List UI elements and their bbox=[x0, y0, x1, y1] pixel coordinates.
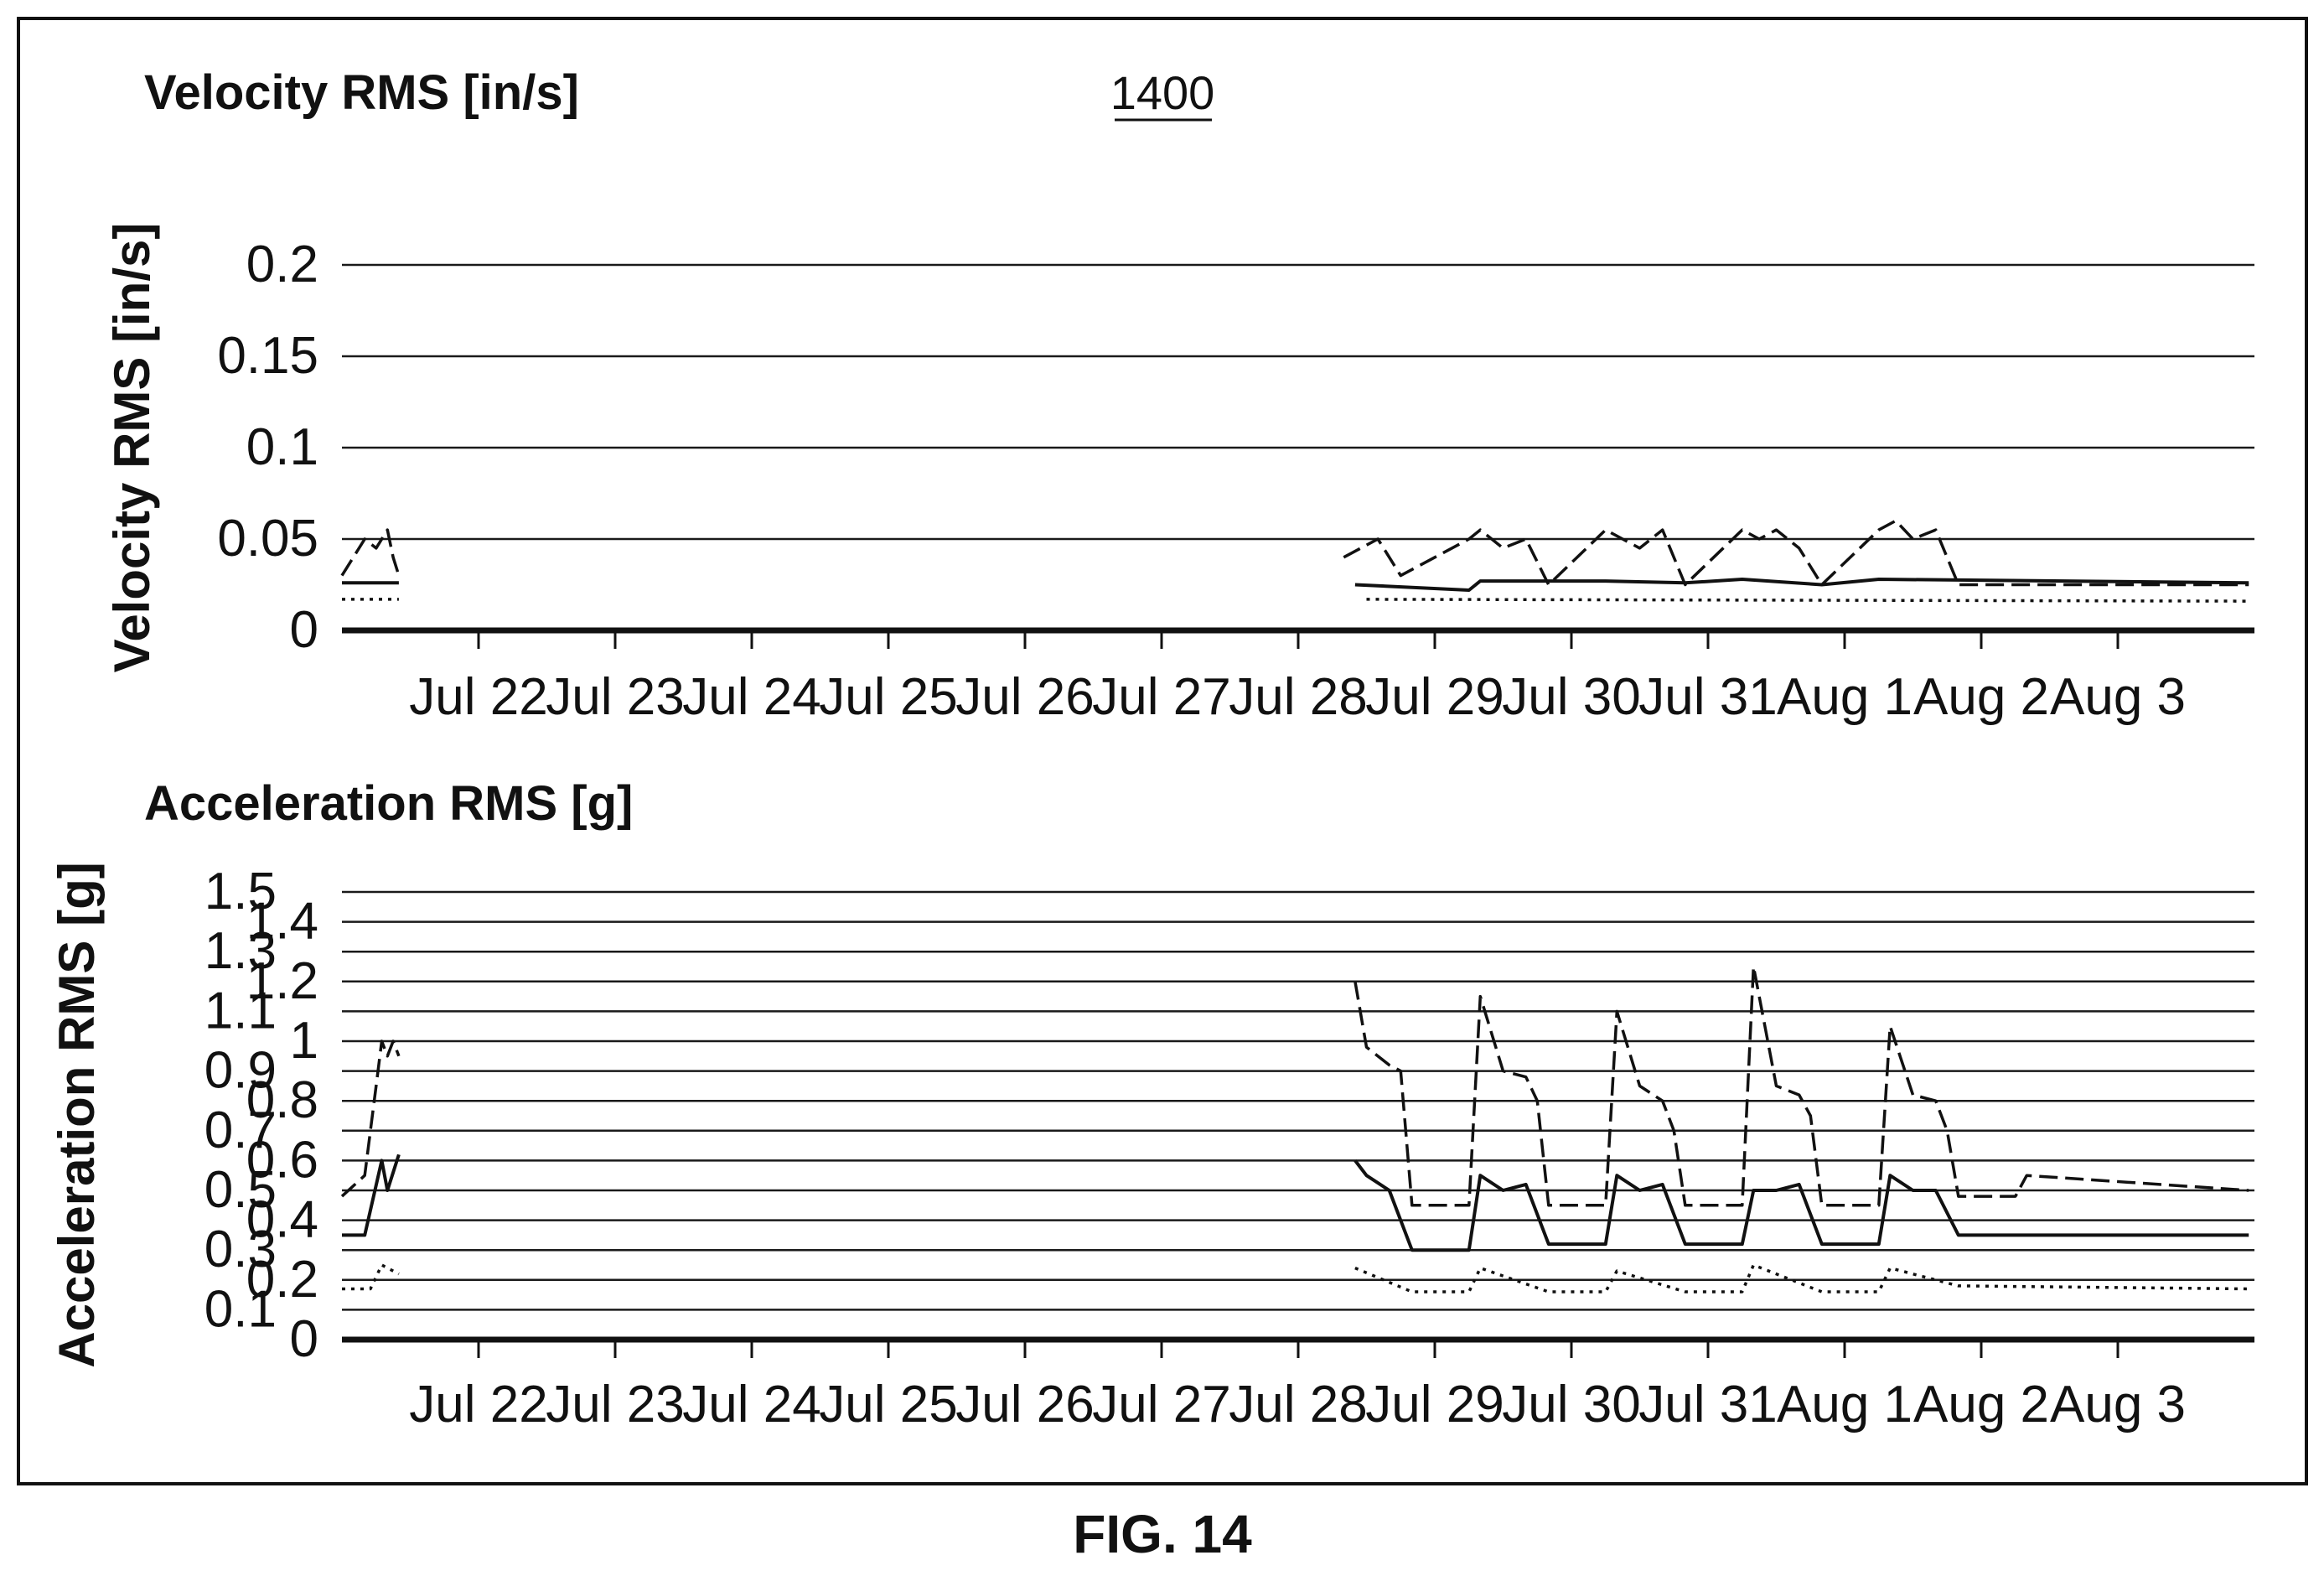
y-tick-label: 0 bbox=[290, 601, 318, 659]
y-axis-label: Velocity RMS [in/s] bbox=[104, 223, 160, 673]
y-tick-label: 0.05 bbox=[217, 510, 318, 568]
x-tick-label: Jul 26 bbox=[955, 668, 1094, 726]
x-tick-label: Jul 31 bbox=[1638, 668, 1777, 726]
x-tick-label: Jul 31 bbox=[1638, 1376, 1777, 1433]
y-tick-label: 1 bbox=[290, 1012, 318, 1070]
y-tick-label: 0.8 bbox=[246, 1071, 318, 1129]
series-line-dotted bbox=[342, 1263, 400, 1291]
x-tick-label: Jul 29 bbox=[1365, 668, 1504, 726]
figure-label: FIG. 14 bbox=[1073, 1504, 1252, 1564]
y-tick-label: 1.5 bbox=[204, 863, 277, 920]
acceleration-chart-title: Acceleration RMS [g] bbox=[144, 776, 633, 831]
x-tick-label: Jul 27 bbox=[1092, 668, 1230, 726]
y-tick-label: 0.3 bbox=[204, 1221, 277, 1278]
y-tick-label: 0.6 bbox=[246, 1131, 318, 1189]
series-line-dotted bbox=[1366, 598, 2249, 603]
y-tick-label: 0.15 bbox=[217, 327, 318, 385]
x-tick-label: Aug 3 bbox=[2050, 668, 2186, 726]
x-tick-label: Jul 23 bbox=[546, 1376, 684, 1433]
reference-numeral: 1400 bbox=[1110, 66, 1215, 119]
series-line-dashed bbox=[1354, 965, 2249, 1207]
y-tick-label: 0.4 bbox=[246, 1191, 318, 1249]
y-tick-label: 0 bbox=[290, 1310, 318, 1368]
x-tick-label: Jul 29 bbox=[1365, 1376, 1504, 1433]
series-line-dotted bbox=[1354, 1263, 2249, 1293]
y-tick-label: 0.7 bbox=[204, 1102, 277, 1159]
x-tick-label: Aug 1 bbox=[1777, 1376, 1913, 1433]
y-tick-label: 0.1 bbox=[204, 1280, 277, 1338]
series-line-dashed bbox=[1343, 519, 2249, 587]
x-tick-label: Jul 28 bbox=[1229, 1376, 1367, 1433]
y-tick-label: 0.2 bbox=[246, 236, 318, 293]
series-line-dashed bbox=[340, 528, 401, 577]
x-tick-label: Aug 3 bbox=[2050, 1376, 2186, 1433]
y-axis-label: Acceleration RMS [g] bbox=[49, 862, 105, 1367]
series-line-solid bbox=[342, 1153, 401, 1237]
x-tick-label: Jul 30 bbox=[1502, 1376, 1640, 1433]
x-tick-label: Jul 25 bbox=[819, 1376, 957, 1433]
y-tick-label: 1.2 bbox=[246, 952, 318, 1010]
x-tick-label: Jul 30 bbox=[1502, 668, 1640, 726]
x-tick-label: Aug 2 bbox=[1913, 1376, 2049, 1433]
x-tick-label: Jul 22 bbox=[409, 1376, 547, 1433]
y-tick-label: 1.4 bbox=[246, 893, 318, 951]
series-line-dashed bbox=[340, 1039, 401, 1198]
x-tick-label: Jul 22 bbox=[409, 668, 547, 726]
velocity-chart-title: Velocity RMS [in/s] bbox=[144, 65, 579, 120]
x-tick-label: Jul 28 bbox=[1229, 668, 1367, 726]
y-tick-label: 0.9 bbox=[204, 1042, 277, 1100]
x-tick-label: Jul 25 bbox=[819, 668, 957, 726]
x-tick-label: Jul 27 bbox=[1092, 1376, 1230, 1433]
x-tick-label: Jul 26 bbox=[955, 1376, 1094, 1433]
y-tick-label: 0.1 bbox=[246, 418, 318, 476]
figure-border bbox=[17, 17, 2308, 1485]
y-tick-label: 0.5 bbox=[204, 1161, 277, 1219]
acceleration-chart: 00.10.20.30.40.50.60.70.80.911.11.21.31.… bbox=[49, 862, 2254, 1433]
x-tick-label: Jul 23 bbox=[546, 668, 684, 726]
x-tick-label: Aug 2 bbox=[1913, 668, 2049, 726]
y-tick-label: 0.2 bbox=[246, 1251, 318, 1309]
series-line-solid bbox=[1354, 1159, 2249, 1252]
y-tick-label: 1.3 bbox=[204, 922, 277, 980]
x-tick-label: Aug 1 bbox=[1777, 668, 1913, 726]
y-tick-label: 1.1 bbox=[204, 982, 277, 1039]
x-tick-label: Jul 24 bbox=[682, 1376, 820, 1433]
x-tick-label: Jul 24 bbox=[682, 668, 820, 726]
series-line-solid bbox=[1354, 578, 2249, 592]
